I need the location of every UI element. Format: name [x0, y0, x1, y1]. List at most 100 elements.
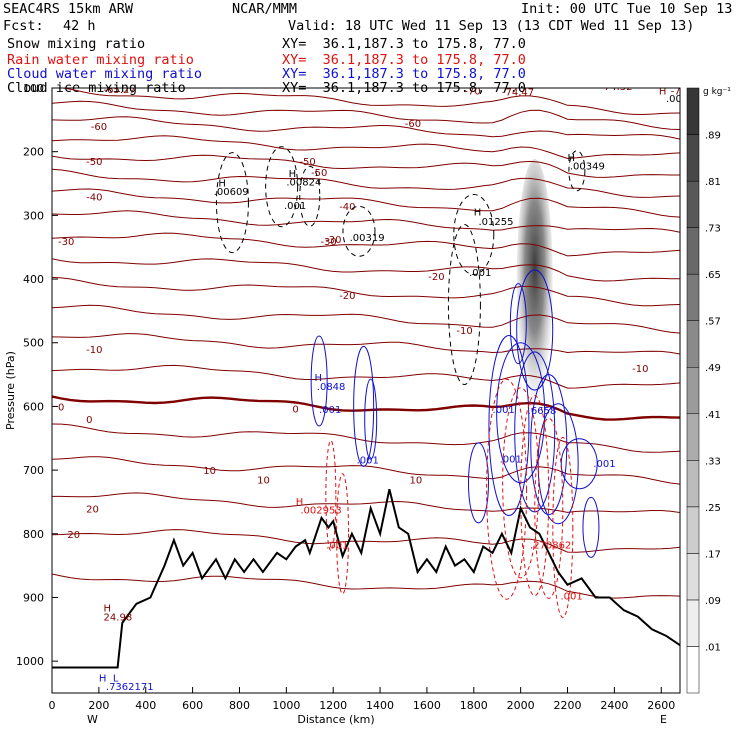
x-tick-label: 1400 [366, 699, 394, 712]
snow-contour [342, 205, 376, 257]
colorbar-label: .81 [705, 177, 721, 188]
isotherm-label: 10 [257, 476, 270, 487]
y-tick-label: 500 [23, 337, 44, 350]
colorbar-label: .73 [705, 224, 721, 235]
isotherm-line [52, 456, 680, 485]
snow-contour [299, 165, 321, 227]
contour-annotation: H [314, 373, 322, 384]
isotherm-line [52, 100, 680, 130]
colorbar-swatch [686, 87, 700, 135]
x-axis-label: Distance (km) [297, 713, 374, 726]
west-label: W [87, 713, 98, 726]
snow-contour [215, 152, 249, 254]
contour-annotation: H [99, 674, 107, 685]
contour-annotation: .6658 [528, 406, 557, 417]
init-time: Init: 00 UTC Tue 10 Sep 13 [521, 1, 733, 17]
isotherm-line [52, 116, 680, 140]
isotherm-label: 20 [67, 530, 80, 541]
isotherm-label: 0 [292, 404, 298, 415]
cloud-water-contour [582, 496, 600, 558]
contour-annotation: -70 [464, 86, 480, 97]
contour-annotation: 24.98 [104, 612, 133, 623]
contour-annotation: .00609 [214, 187, 249, 198]
isotherm-line [52, 232, 680, 257]
isotherm-label: -50 [299, 157, 315, 168]
contour-annotation: .001 [469, 268, 491, 279]
isotherm-label: 10 [203, 466, 216, 477]
colorbar-label: .17 [705, 549, 721, 560]
contour-annotation: H [659, 86, 667, 97]
cloud-water-contour [467, 442, 489, 524]
rain-contour [534, 417, 564, 599]
x-tick-label: 2400 [600, 699, 628, 712]
isotherm-label: -30 [325, 235, 341, 246]
isotherm-line [52, 529, 680, 553]
x-tick-label: 0 [49, 699, 56, 712]
y-tick-label: 800 [23, 528, 44, 541]
contour-annotation: .7362171 [106, 682, 154, 693]
contour-annotation: -74.47 [502, 88, 534, 99]
colorbar-swatch [686, 227, 700, 275]
colorbar-swatch [686, 180, 700, 228]
contour-annotation: .001 [284, 201, 306, 212]
contour-annotation: .00319 [350, 233, 385, 244]
cloud-water-contour [488, 335, 530, 517]
colorbar-label: .41 [705, 410, 721, 421]
contour-annotation: .001 [493, 405, 515, 416]
isotherm-label: 0 [86, 415, 92, 426]
forecast-label: Fcst: [3, 18, 44, 34]
isotherm-line [52, 168, 680, 198]
isotherm-line [52, 333, 680, 355]
rain-contour [325, 440, 337, 552]
field-name-cloud-water: Cloud water mixing ratio [7, 66, 203, 82]
isotherm-label: -20 [339, 291, 355, 302]
axes: 0 200 400 600 800 1000 1200 1400 1600 1800 2000 220… [4, 82, 675, 726]
contour-annotation: L [113, 674, 119, 685]
x-tick-label: 600 [182, 699, 203, 712]
contour-annotation: .00824 [286, 177, 321, 188]
isotherm-label: 20 [86, 504, 99, 515]
isotherm-label: -10 [456, 326, 472, 337]
y-tick-label: 1000 [16, 655, 44, 668]
snow-contour [453, 193, 495, 275]
contour-annotation: .01255 [478, 217, 513, 228]
y-axis-label: Pressure (hPa) [4, 351, 17, 430]
isotherm-line [52, 492, 680, 513]
contour-annotation: -74.5 [671, 86, 697, 97]
rain-contour [502, 387, 540, 579]
isotherm-line [59, 88, 680, 116]
rain-contour [486, 378, 528, 600]
rain-contour [336, 473, 350, 595]
x-tick-label: 2600 [647, 699, 675, 712]
isotherm-line [52, 304, 680, 334]
x-tick-label: 200 [88, 699, 109, 712]
colorbar-swatch [686, 646, 700, 694]
isotherm-label: -40 [339, 202, 355, 213]
x-tick-label: 800 [229, 699, 250, 712]
colorbar-swatch [686, 460, 700, 508]
snow-contour [447, 224, 481, 386]
colorbar-swatch [686, 506, 700, 554]
cloud-water-contour [353, 345, 375, 467]
contour-annotation: H [568, 153, 576, 164]
y-tick-label: 600 [23, 400, 44, 413]
colorbar-label: .65 [705, 270, 721, 281]
cloud-water-contour [310, 335, 328, 427]
isotherm-line [52, 395, 680, 421]
colorbar-label: .01 [705, 642, 721, 653]
contour-annotation: H [296, 497, 304, 508]
y-tick-label: 400 [23, 273, 44, 286]
colorbar-swatch [686, 320, 700, 368]
colorbar-label: .33 [705, 456, 721, 467]
contour-annotation: .001 [593, 459, 615, 470]
isotherm-line [52, 154, 680, 178]
colorbar-swatch [686, 366, 700, 415]
x-tick-label: 2000 [507, 699, 535, 712]
field-name-snow: Snow mixing ratio [7, 36, 146, 52]
snow-contour [265, 146, 299, 228]
colorbar-label: .57 [705, 317, 721, 328]
field-xy-cloud-water: XY= 36.1,187.3 to 175.8, 77.0 [282, 66, 526, 82]
isotherm-line [52, 210, 680, 233]
